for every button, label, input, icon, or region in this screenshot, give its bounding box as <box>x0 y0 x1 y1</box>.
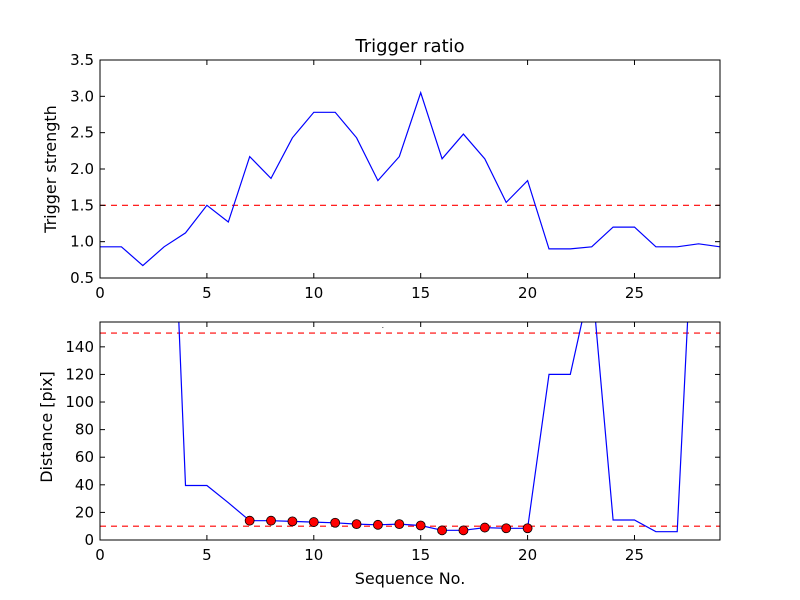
top-x-tick-label: 20 <box>518 284 537 302</box>
bottom-x-tick-label: 25 <box>625 546 644 564</box>
bottom-x-axis-label: Sequence No. <box>355 569 466 588</box>
top-x-tick-label: 15 <box>411 284 430 302</box>
bottom-subplot: 0 5 10 15 20 25 0 20 40 60 80 100 120 140 Sequence No… <box>37 312 721 588</box>
bottom-y-tick-label: 80 <box>75 421 94 439</box>
bottom-marker-point <box>479 522 490 533</box>
bottom-marker-point <box>394 519 405 530</box>
bottom-y-tick-label: 20 <box>75 503 94 521</box>
bottom-plot-frame <box>99 321 721 541</box>
top-y-axis-label: Trigger strength <box>41 105 60 234</box>
bottom-y-axis-label: Distance [pix] <box>37 371 56 483</box>
bottom-marker-point <box>415 520 426 531</box>
top-x-tick-label: 25 <box>625 284 644 302</box>
bottom-y-tick-label: 40 <box>75 476 94 494</box>
bottom-marker-point <box>266 515 276 526</box>
bottom-x-tick-label: 15 <box>411 546 430 564</box>
bottom-x-tick-label: 0 <box>95 546 105 564</box>
bottom-marker-point <box>373 519 383 530</box>
bottom-marker-point <box>351 519 362 530</box>
top-x-tick-label: 10 <box>304 284 323 302</box>
bottom-marker-point <box>522 523 533 534</box>
bottom-marker-point <box>308 517 319 527</box>
top-y-tick-label: 1.5 <box>70 196 94 214</box>
top-y-tick-label: 3.0 <box>70 87 94 105</box>
top-x-tick-label: 0 <box>95 284 105 302</box>
bottom-marker-point <box>287 516 298 527</box>
top-x-tick-label: 5 <box>202 284 212 302</box>
top-y-tick-label: 2.5 <box>70 124 94 142</box>
top-series-line-0 <box>100 90 720 267</box>
bottom-x-tick-label: 10 <box>304 546 323 564</box>
top-y-tick-label: 0.5 <box>70 269 94 287</box>
top-y-tick-label: 3.5 <box>70 51 94 69</box>
bottom-y-tick-label: 120 <box>65 365 94 383</box>
bottom-marker-point <box>458 525 469 536</box>
bottom-marker-point <box>244 515 255 526</box>
bottom-marker-point <box>330 517 341 528</box>
bottom-marker-point <box>437 525 447 536</box>
top-y-tick-label: 2.0 <box>70 160 94 178</box>
top-y-tick-label: 1.0 <box>70 233 94 251</box>
top-chart-title: Trigger ratio <box>354 36 464 57</box>
bottom-y-tick-label: 0 <box>84 531 94 549</box>
bottom-marker-point <box>501 523 512 534</box>
bottom-y-tick-label: 60 <box>75 448 94 466</box>
bottom-y-tick-label: 100 <box>65 393 94 411</box>
bottom-y-tick-label: 140 <box>65 338 94 356</box>
bottom-x-tick-label: 20 <box>518 546 537 564</box>
bottom-x-tick-label: 5 <box>202 546 212 564</box>
